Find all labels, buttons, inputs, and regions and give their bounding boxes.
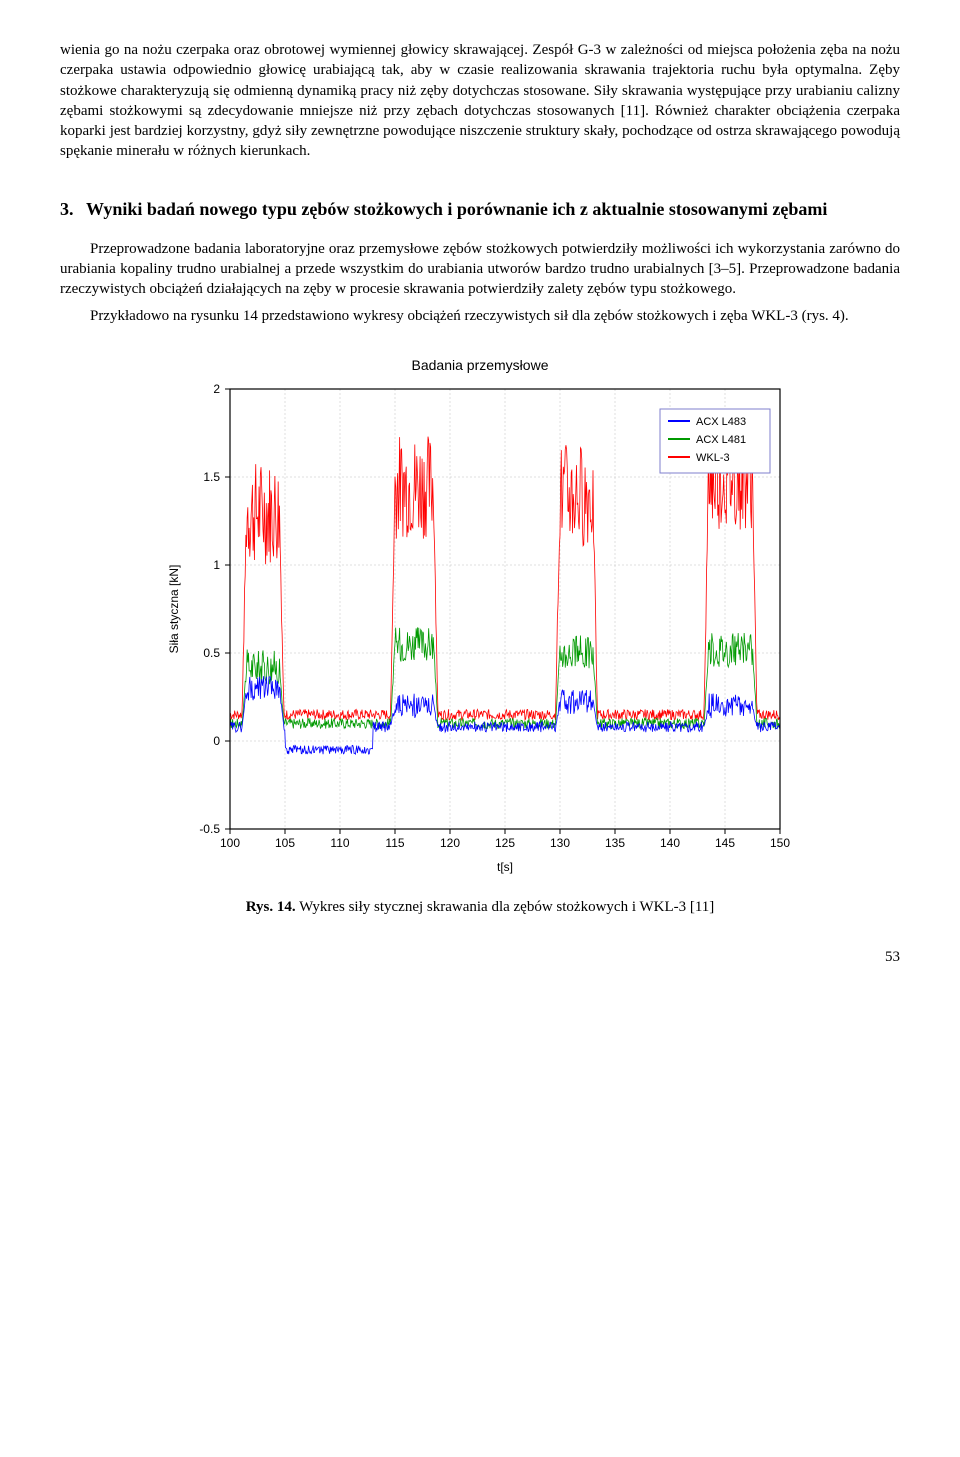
svg-text:Siła styczna [kN]: Siła styczna [kN] (167, 564, 181, 653)
svg-text:140: 140 (660, 836, 680, 850)
chart-container: Badania przemysłowe 10010511011512012513… (160, 356, 800, 879)
svg-text:145: 145 (715, 836, 735, 850)
svg-text:100: 100 (220, 836, 240, 850)
paragraph-2: Przeprowadzone badania laboratoryjne ora… (60, 239, 900, 300)
svg-text:150: 150 (770, 836, 790, 850)
svg-text:135: 135 (605, 836, 625, 850)
section-number: 3. (60, 198, 86, 221)
svg-text:1.5: 1.5 (203, 470, 220, 484)
svg-text:-0.5: -0.5 (199, 822, 220, 836)
figure-caption-bold: Rys. 14. (246, 899, 296, 915)
figure-caption: Rys. 14. Wykres siły stycznej skrawania … (60, 897, 900, 917)
page-number: 53 (60, 947, 900, 967)
force-time-chart: 100 105 110 115 120 125 130 135 140 145 150 -0.5 0 0.… (160, 379, 800, 879)
svg-text:125: 125 (495, 836, 515, 850)
svg-text:130: 130 (550, 836, 570, 850)
figure-caption-text: Wykres siły stycznej skrawania dla zębów… (296, 899, 715, 915)
svg-text:2: 2 (213, 382, 220, 396)
svg-text:ACX L483: ACX L483 (696, 416, 746, 428)
svg-text:115: 115 (385, 836, 404, 850)
chart-title: Badania przemysłowe (160, 356, 800, 375)
svg-text:WKL-3: WKL-3 (696, 452, 730, 464)
svg-text:t[s]: t[s] (497, 860, 513, 874)
svg-text:0: 0 (213, 734, 220, 748)
svg-text:0.5: 0.5 (203, 646, 220, 660)
paragraph-3: Przykładowo na rysunku 14 przedstawiono … (60, 306, 900, 326)
svg-text:110: 110 (330, 836, 349, 850)
section-heading: 3.Wyniki badań nowego typu zębów stożkow… (60, 198, 900, 221)
svg-text:105: 105 (275, 836, 295, 850)
svg-text:120: 120 (440, 836, 460, 850)
svg-text:ACX L481: ACX L481 (696, 434, 746, 446)
svg-text:1: 1 (213, 558, 220, 572)
paragraph-1: wienia go na nożu czerpaka oraz obrotowe… (60, 40, 900, 162)
section-title: Wyniki badań nowego typu zębów stożkowyc… (86, 199, 827, 219)
